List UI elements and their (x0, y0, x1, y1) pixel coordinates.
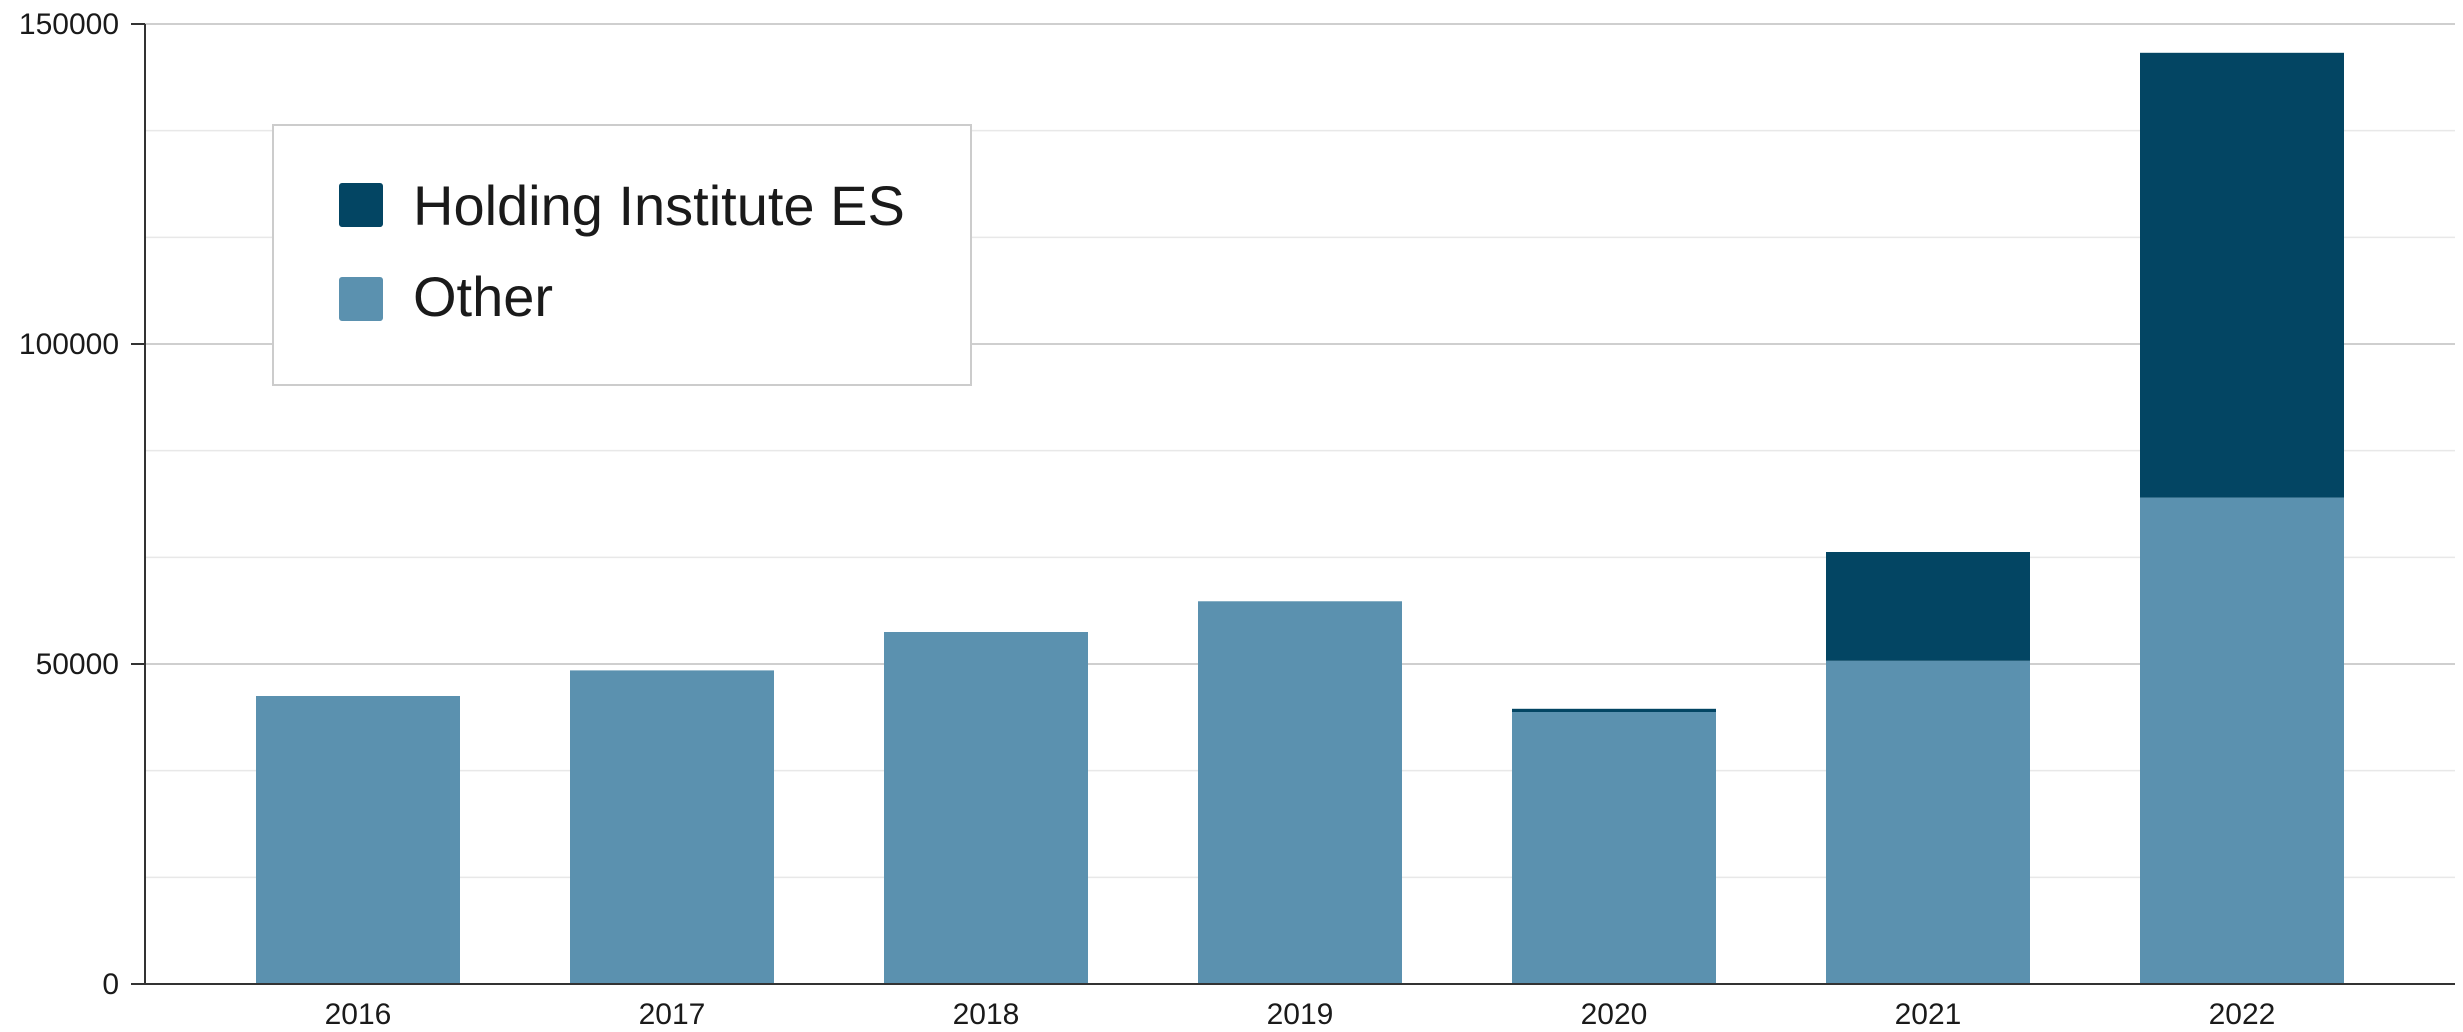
x-tick-label: 2022 (2209, 998, 2276, 1031)
legend-box (272, 124, 972, 386)
bar-other-2019 (1198, 601, 1402, 984)
bar-other-2021 (1826, 660, 2030, 984)
x-tick-label: 2017 (639, 998, 706, 1031)
bar-other-2020 (1512, 712, 1716, 984)
x-tick-labels: 2016 2017 2018 2019 2020 2021 2022 (325, 998, 2276, 1031)
y-tick-label: 50000 (36, 648, 119, 681)
x-tick-label: 2021 (1895, 998, 1962, 1031)
axes (144, 24, 2455, 985)
x-tick-label: 2019 (1267, 998, 1334, 1031)
bar-holding-institute-es-2020 (1512, 708, 1716, 712)
bar-other-2018 (884, 632, 1088, 984)
x-tick-label: 2016 (325, 998, 392, 1031)
y-tick-label: 100000 (19, 328, 119, 361)
legend-label-holding-institute-es: Holding Institute ES (413, 174, 905, 237)
y-tick-labels: 0 50000 100000 150000 (19, 8, 145, 1001)
bar-holding-institute-es-2022 (2140, 52, 2344, 498)
x-tick-label: 2018 (953, 998, 1020, 1031)
bar-other-2016 (256, 696, 460, 984)
legend-swatch-holding-institute-es (339, 183, 383, 227)
legend-swatch-other (339, 277, 383, 321)
legend: Holding Institute ES Other (272, 124, 972, 386)
bar-other-2017 (570, 670, 774, 984)
y-tick-label: 0 (102, 968, 119, 1001)
bars (256, 52, 2344, 984)
x-tick-label: 2020 (1581, 998, 1648, 1031)
bar-other-2022 (2140, 497, 2344, 984)
y-tick-label: 150000 (19, 8, 119, 41)
legend-label-other: Other (413, 265, 553, 328)
bar-holding-institute-es-2021 (1826, 552, 2030, 661)
